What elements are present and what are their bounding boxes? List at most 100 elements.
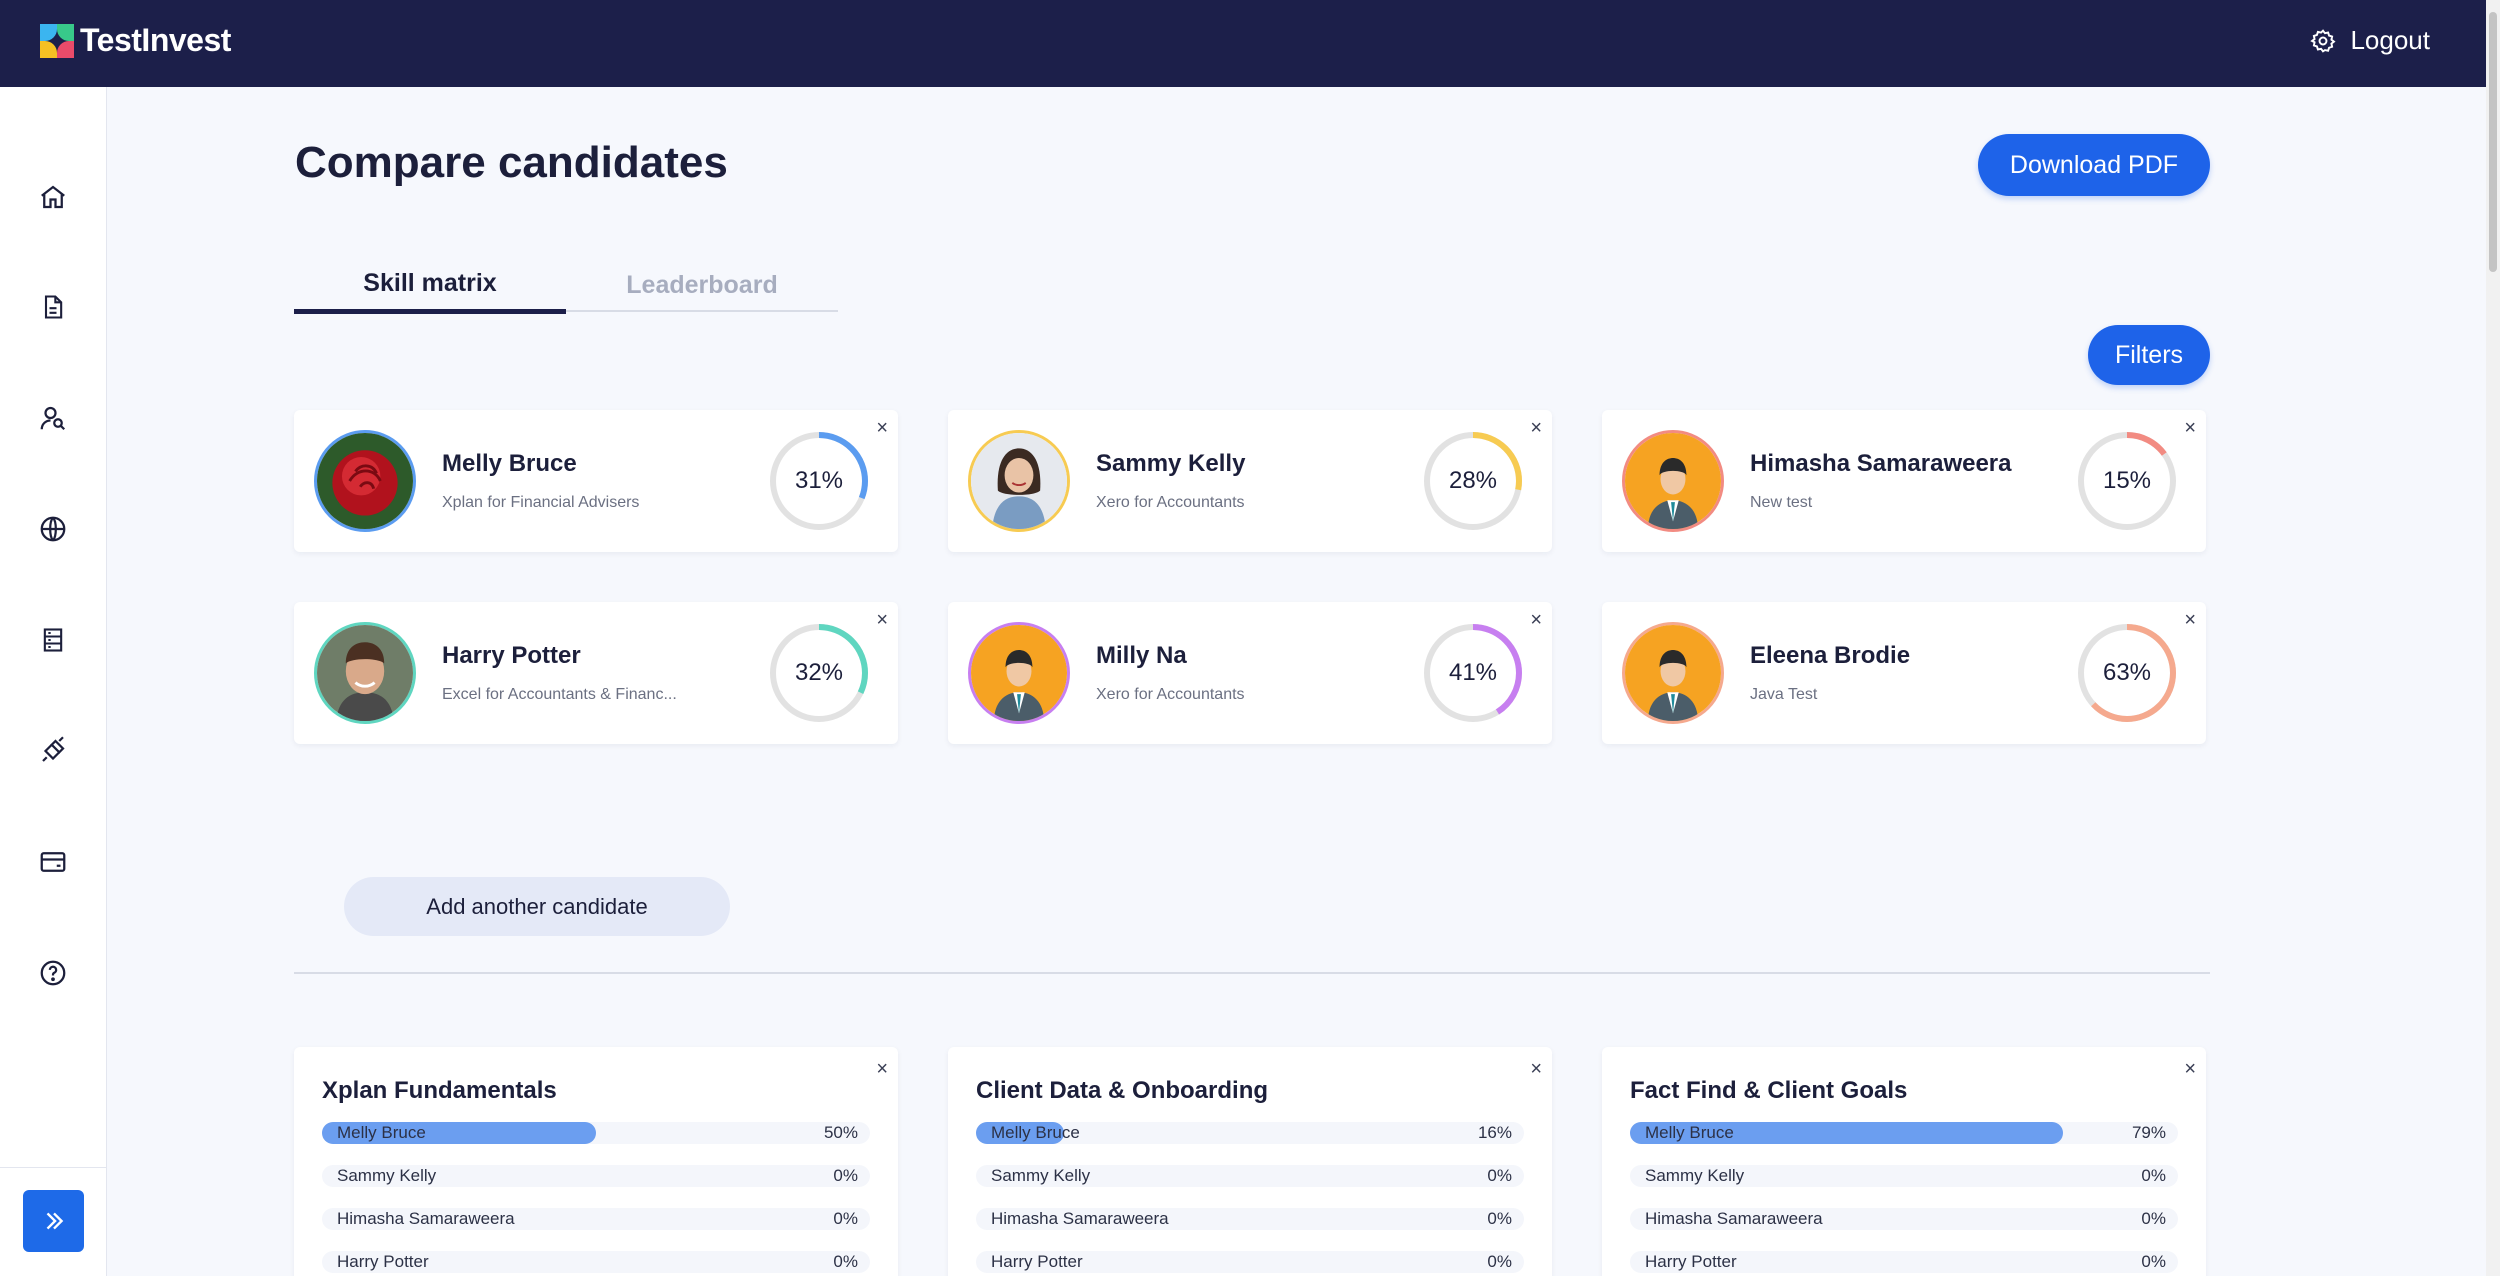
skill-candidate-name: Harry Potter — [337, 1252, 429, 1271]
sidebar-divider — [0, 1167, 107, 1168]
brand-logo[interactable]: TestInvest — [40, 22, 231, 59]
integration-icon[interactable] — [35, 733, 71, 769]
skill-percent: 0% — [833, 1252, 858, 1271]
avatar — [1622, 430, 1724, 532]
candidate-test: Xplan for Financial Advisers — [442, 494, 640, 511]
tab-leaderboard[interactable]: Leaderboard — [626, 270, 778, 299]
score-label: 41% — [1448, 659, 1498, 686]
remove-candidate-button[interactable]: × — [2184, 417, 2196, 439]
skill-row: Harry Potter 0% — [1630, 1251, 2178, 1273]
remove-candidate-button[interactable]: × — [876, 609, 888, 631]
remove-candidate-button[interactable]: × — [876, 417, 888, 439]
skill-row: Sammy Kelly 0% — [1630, 1165, 2178, 1187]
candidate-name[interactable]: Harry Potter — [442, 642, 581, 669]
score-ring — [1424, 432, 1522, 530]
remove-candidate-button[interactable]: × — [1530, 609, 1542, 631]
filters-button[interactable]: Filters — [2088, 325, 2210, 385]
tab-bar: Skill matrix Leaderboard — [294, 258, 838, 314]
skill-row: Harry Potter 0% — [322, 1251, 870, 1273]
skill-candidate-name: Melly Bruce — [337, 1123, 426, 1142]
skill-candidate-name: Himasha Samaraweera — [337, 1209, 515, 1228]
score-ring — [1424, 624, 1522, 722]
top-bar: TestInvest Logout — [0, 0, 2500, 87]
candidate-name[interactable]: Sammy Kelly — [1096, 450, 1246, 477]
help-icon[interactable] — [35, 955, 71, 991]
skill-candidate-name: Melly Bruce — [991, 1123, 1080, 1142]
candidate-name[interactable]: Himasha Samaraweera — [1750, 450, 2012, 477]
skill-percent: 0% — [833, 1166, 858, 1185]
candidate-card: Himasha Samaraweera New test 15% × — [1602, 410, 2206, 552]
skill-row: Melly Bruce 50% — [322, 1122, 870, 1144]
skill-candidate-name: Sammy Kelly — [1645, 1166, 1745, 1185]
remove-skill-button[interactable]: × — [1530, 1058, 1542, 1080]
candidate-test: Xero for Accountants — [1096, 686, 1245, 703]
document-icon[interactable] — [35, 289, 71, 325]
globe-icon[interactable] — [35, 511, 71, 547]
skill-percent: 0% — [1487, 1166, 1512, 1185]
skill-row: Himasha Samaraweera 0% — [322, 1208, 870, 1230]
candidate-card: Eleena Brodie Java Test 63% × — [1602, 602, 2206, 744]
home-icon[interactable] — [35, 179, 71, 215]
skill-bar-fill — [1630, 1122, 2063, 1144]
skill-title: Xplan Fundamentals — [322, 1077, 557, 1104]
skill-row: Sammy Kelly 0% — [322, 1165, 870, 1187]
candidate-card: Milly Na Xero for Accountants 41% × — [948, 602, 1552, 744]
server-icon[interactable] — [35, 622, 71, 658]
avatar — [314, 430, 416, 532]
skill-percent: 0% — [2141, 1166, 2166, 1185]
candidate-test: Excel for Accountants & Financ... — [442, 686, 677, 703]
skill-percent: 0% — [1487, 1209, 1512, 1228]
candidate-card: Melly Bruce Xplan for Financial Advisers 3… — [294, 410, 898, 552]
scrollbar[interactable] — [2486, 0, 2500, 1276]
skill-row: Sammy Kelly 0% — [976, 1165, 1524, 1187]
score-ring — [770, 624, 868, 722]
candidate-name[interactable]: Melly Bruce — [442, 450, 577, 477]
skill-percent: 0% — [833, 1209, 858, 1228]
avatar — [1622, 622, 1724, 724]
skill-card: Client Data & Onboarding × Melly Bruce 16% S… — [948, 1047, 1552, 1276]
card-icon[interactable] — [35, 844, 71, 880]
tab-skill-matrix[interactable]: Skill matrix — [294, 258, 566, 314]
avatar — [968, 622, 1070, 724]
skill-row: Melly Bruce 79% — [1630, 1122, 2178, 1144]
logout-button[interactable]: Logout — [2310, 25, 2430, 56]
score-label: 63% — [2102, 659, 2152, 686]
candidate-name[interactable]: Eleena Brodie — [1750, 642, 1911, 669]
remove-skill-button[interactable]: × — [2184, 1058, 2196, 1080]
score-ring — [2078, 624, 2176, 722]
skill-candidate-name: Harry Potter — [991, 1252, 1083, 1271]
avatar — [314, 622, 416, 724]
skill-candidate-name: Melly Bruce — [1645, 1123, 1734, 1142]
candidate-test: Xero for Accountants — [1096, 494, 1245, 511]
skill-candidate-name: Himasha Samaraweera — [991, 1209, 1169, 1228]
sidebar — [0, 87, 107, 1276]
score-ring — [770, 432, 868, 530]
expand-sidebar-button[interactable] — [23, 1190, 84, 1252]
skill-percent: 16% — [1477, 1123, 1512, 1142]
candidate-name[interactable]: Milly Na — [1096, 642, 1187, 669]
skill-candidate-name: Harry Potter — [1645, 1252, 1737, 1271]
candidate-card: Sammy Kelly Xero for Accountants 28% × — [948, 410, 1552, 552]
skill-title: Client Data & Onboarding — [976, 1077, 1269, 1104]
score-label: 28% — [1448, 467, 1498, 494]
brand-name: TestInvest — [80, 22, 231, 58]
skill-row: Himasha Samaraweera 0% — [976, 1208, 1524, 1230]
skill-percent: 50% — [823, 1123, 858, 1142]
remove-skill-button[interactable]: × — [876, 1058, 888, 1080]
candidate-test: Java Test — [1750, 686, 1818, 703]
score-ring — [2078, 432, 2176, 530]
remove-candidate-button[interactable]: × — [1530, 417, 1542, 439]
skill-percent: 0% — [1487, 1252, 1512, 1271]
download-pdf-button[interactable]: Download PDF — [1978, 134, 2210, 196]
remove-candidate-button[interactable]: × — [2184, 609, 2196, 631]
avatar — [968, 430, 1070, 532]
candidate-card: Harry Potter Excel for Accountants & Fina… — [294, 602, 898, 744]
scrollbar-thumb[interactable] — [2489, 12, 2497, 272]
candidates-icon[interactable] — [35, 400, 71, 436]
skill-row: Himasha Samaraweera 0% — [1630, 1208, 2178, 1230]
add-candidate-button[interactable]: Add another candidate — [344, 877, 730, 936]
logout-label: Logout — [2350, 25, 2430, 55]
section-divider — [294, 972, 2210, 974]
double-chevron-right-icon — [46, 1212, 63, 1230]
skill-candidate-name: Sammy Kelly — [991, 1166, 1091, 1185]
